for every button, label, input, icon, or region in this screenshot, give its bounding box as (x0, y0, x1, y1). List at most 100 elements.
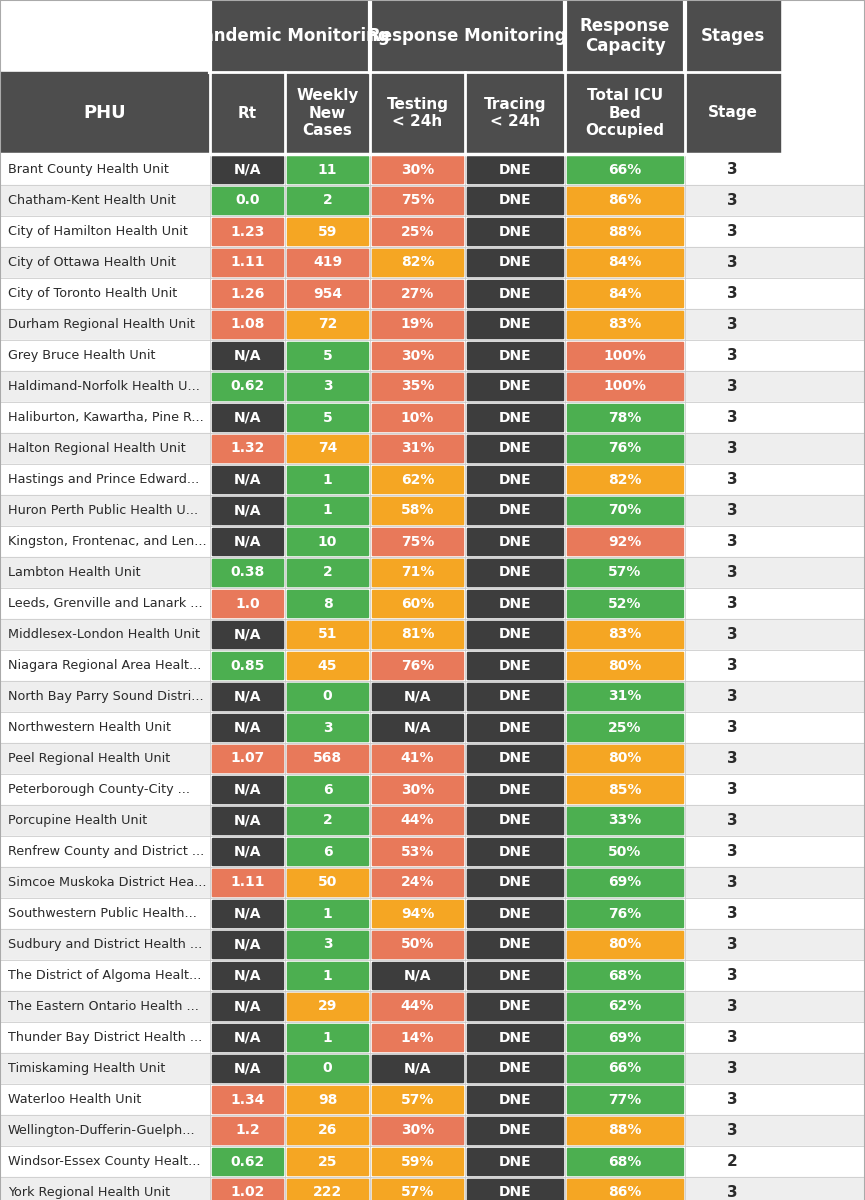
Bar (0, 712, 865, 743)
Bar (567, 156, 683, 182)
Bar (212, 528, 283, 554)
Bar (0, 402, 865, 433)
Text: 30%: 30% (400, 162, 434, 176)
Bar (567, 931, 683, 958)
Bar (372, 806, 463, 834)
Bar (467, 838, 563, 865)
Bar (567, 745, 683, 772)
Text: 75%: 75% (400, 534, 434, 548)
Bar (0, 526, 865, 557)
Bar (370, 72, 465, 154)
Text: 3: 3 (727, 998, 738, 1014)
Text: 19%: 19% (400, 318, 434, 331)
Bar (287, 622, 368, 648)
Text: N/A: N/A (234, 534, 261, 548)
Text: 31%: 31% (400, 442, 434, 456)
Bar (372, 1117, 463, 1144)
Text: N/A: N/A (234, 1031, 261, 1044)
Text: DNE: DNE (499, 1031, 531, 1044)
Text: 3: 3 (727, 1092, 738, 1106)
Bar (212, 187, 283, 214)
Text: Timiskaming Health Unit: Timiskaming Health Unit (8, 1062, 165, 1075)
Text: DNE: DNE (499, 659, 531, 672)
Bar (467, 714, 563, 740)
Text: 1: 1 (323, 968, 332, 983)
Text: 3: 3 (727, 906, 738, 922)
Bar (372, 497, 463, 524)
Bar (467, 745, 563, 772)
Text: 6: 6 (323, 845, 332, 858)
Text: 94%: 94% (400, 906, 434, 920)
Bar (372, 838, 463, 865)
Text: 85%: 85% (608, 782, 642, 797)
Text: 57%: 57% (608, 565, 642, 580)
Text: 5: 5 (323, 348, 332, 362)
Bar (467, 1086, 563, 1114)
Text: 3: 3 (727, 626, 738, 642)
Bar (567, 373, 683, 400)
Text: DNE: DNE (499, 720, 531, 734)
Bar (0, 1022, 865, 1054)
Bar (567, 1055, 683, 1082)
Text: Peel Regional Health Unit: Peel Regional Health Unit (8, 752, 170, 766)
Text: 6: 6 (323, 782, 332, 797)
Bar (372, 1055, 463, 1082)
Text: 66%: 66% (608, 1062, 642, 1075)
Bar (287, 434, 368, 462)
Text: 3: 3 (727, 254, 738, 270)
Text: 30%: 30% (400, 1123, 434, 1138)
Bar (467, 1148, 563, 1175)
Text: DNE: DNE (499, 751, 531, 766)
Text: 57%: 57% (400, 1092, 434, 1106)
Text: DNE: DNE (499, 410, 531, 425)
Bar (287, 187, 368, 214)
Text: 2: 2 (323, 193, 332, 208)
Bar (0, 743, 865, 774)
Bar (212, 622, 283, 648)
Bar (212, 994, 283, 1020)
Text: Stages: Stages (701, 26, 765, 44)
Text: 3: 3 (727, 968, 738, 983)
Text: 26: 26 (317, 1123, 337, 1138)
Text: 1.2: 1.2 (235, 1123, 260, 1138)
Bar (287, 1148, 368, 1175)
Bar (467, 434, 563, 462)
Bar (0, 340, 865, 371)
Bar (467, 311, 563, 338)
Text: Renfrew County and District ...: Renfrew County and District ... (8, 845, 204, 858)
Text: DNE: DNE (499, 876, 531, 889)
Text: 14%: 14% (400, 1031, 434, 1044)
Text: 3: 3 (323, 937, 332, 952)
Bar (567, 1178, 683, 1200)
Bar (212, 404, 283, 431)
Bar (565, 72, 685, 154)
Bar (567, 776, 683, 803)
Text: DNE: DNE (499, 1000, 531, 1014)
Text: Halton Regional Health Unit: Halton Regional Health Unit (8, 442, 186, 455)
Bar (212, 714, 283, 740)
Bar (287, 900, 368, 926)
Text: 72: 72 (317, 318, 337, 331)
Bar (212, 962, 283, 989)
Text: Porcupine Health Unit: Porcupine Health Unit (8, 814, 147, 827)
Text: Chatham-Kent Health Unit: Chatham-Kent Health Unit (8, 194, 176, 206)
Bar (0, 185, 865, 216)
Bar (212, 248, 283, 276)
Bar (0, 247, 865, 278)
Bar (212, 1117, 283, 1144)
Bar (372, 962, 463, 989)
Bar (0, 866, 865, 898)
Text: Northwestern Health Unit: Northwestern Health Unit (8, 721, 171, 734)
Text: 1.0: 1.0 (235, 596, 260, 611)
Bar (567, 869, 683, 896)
Text: 3: 3 (727, 1186, 738, 1200)
Text: 30%: 30% (400, 782, 434, 797)
Text: 44%: 44% (400, 1000, 434, 1014)
Text: The District of Algoma Healt...: The District of Algoma Healt... (8, 970, 202, 982)
Text: 954: 954 (313, 287, 342, 300)
Text: 3: 3 (727, 658, 738, 673)
Bar (372, 1086, 463, 1114)
Bar (287, 590, 368, 617)
Bar (212, 466, 283, 493)
Text: 3: 3 (727, 410, 738, 425)
